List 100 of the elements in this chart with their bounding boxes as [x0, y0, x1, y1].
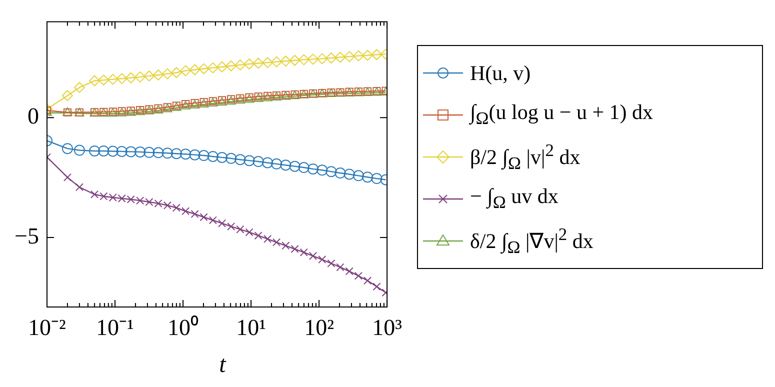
point — [326, 166, 337, 178]
x-tick-label: 10² — [304, 314, 334, 340]
point — [245, 228, 254, 236]
point — [208, 216, 217, 224]
point — [226, 152, 237, 164]
point — [170, 148, 182, 160]
x-axis-title: t — [218, 352, 228, 379]
point — [316, 53, 328, 64]
point — [170, 67, 182, 78]
point — [298, 54, 310, 66]
point — [125, 146, 136, 158]
point — [98, 145, 110, 156]
point — [207, 62, 218, 74]
point — [163, 201, 172, 210]
point — [227, 222, 236, 231]
point — [252, 156, 264, 168]
point — [290, 244, 299, 254]
x-tick-label: 10⁻¹ — [96, 314, 134, 340]
point — [327, 259, 336, 268]
point — [134, 71, 146, 82]
point — [371, 49, 382, 60]
point — [190, 210, 199, 218]
legend-label: δ/2 ∫$_{Ω}$ |∇v|$^{2}$ dx — [470, 224, 594, 258]
point — [118, 194, 126, 202]
point — [198, 150, 210, 162]
legend-label: H(u, v) — [470, 60, 531, 86]
point — [152, 147, 164, 158]
point — [234, 154, 246, 166]
point — [107, 146, 118, 157]
point — [344, 168, 355, 180]
point — [308, 54, 318, 65]
point — [216, 61, 228, 72]
point — [154, 199, 162, 208]
point — [134, 146, 146, 158]
point — [354, 272, 363, 280]
point — [98, 74, 110, 86]
point — [182, 207, 190, 216]
point — [218, 219, 226, 228]
point — [298, 162, 310, 174]
point — [152, 70, 164, 81]
legend-label: ∫$_{Ω}$(u log u − u + 1) dx — [470, 100, 654, 130]
point — [289, 160, 300, 172]
point — [262, 157, 274, 168]
point — [180, 148, 192, 160]
point — [254, 232, 262, 240]
point — [371, 173, 382, 184]
point — [352, 170, 364, 182]
point — [162, 68, 173, 80]
point — [252, 58, 264, 69]
x-tick-label: 10⁻² — [28, 314, 66, 340]
y-tick-label: 0 — [28, 104, 39, 129]
point — [326, 52, 337, 64]
point — [89, 145, 100, 156]
point — [234, 59, 246, 70]
point — [172, 204, 180, 212]
point — [316, 164, 328, 176]
point — [125, 72, 136, 84]
point — [200, 213, 208, 222]
point — [308, 252, 318, 260]
x-tick-label: 10¹ — [236, 314, 266, 340]
point — [280, 160, 292, 171]
point — [108, 193, 117, 202]
point — [145, 198, 154, 206]
point — [318, 256, 326, 264]
point — [90, 190, 99, 198]
x-tick-label: 10⁰ — [168, 314, 199, 340]
point — [272, 238, 281, 246]
point — [352, 50, 364, 62]
point — [271, 56, 282, 68]
point — [289, 54, 300, 66]
point — [144, 70, 155, 82]
point — [107, 74, 118, 85]
point — [280, 56, 292, 67]
point — [226, 60, 237, 72]
point — [362, 50, 374, 61]
point — [300, 248, 308, 256]
point — [372, 282, 381, 291]
point — [363, 276, 372, 285]
point — [116, 146, 128, 157]
point — [236, 225, 244, 234]
y-tick-label: −5 — [14, 224, 39, 249]
point — [162, 148, 173, 159]
point — [89, 75, 100, 86]
point — [216, 152, 228, 163]
point — [244, 155, 255, 166]
point — [207, 150, 218, 162]
legend-label: − ∫$_{Ω}$ uv dx — [470, 184, 558, 214]
point — [282, 242, 290, 250]
point — [271, 158, 282, 170]
point — [344, 51, 355, 62]
point — [244, 58, 255, 70]
point — [334, 52, 346, 63]
point — [336, 263, 344, 272]
x-tick-label: 10³ — [372, 314, 402, 340]
point — [100, 192, 108, 200]
point — [198, 63, 210, 74]
legend-label: β/2 ∫$_{Ω}$ |v|$^{2}$ dx — [470, 140, 580, 174]
point — [362, 172, 374, 183]
point — [345, 267, 354, 276]
point — [334, 168, 346, 179]
